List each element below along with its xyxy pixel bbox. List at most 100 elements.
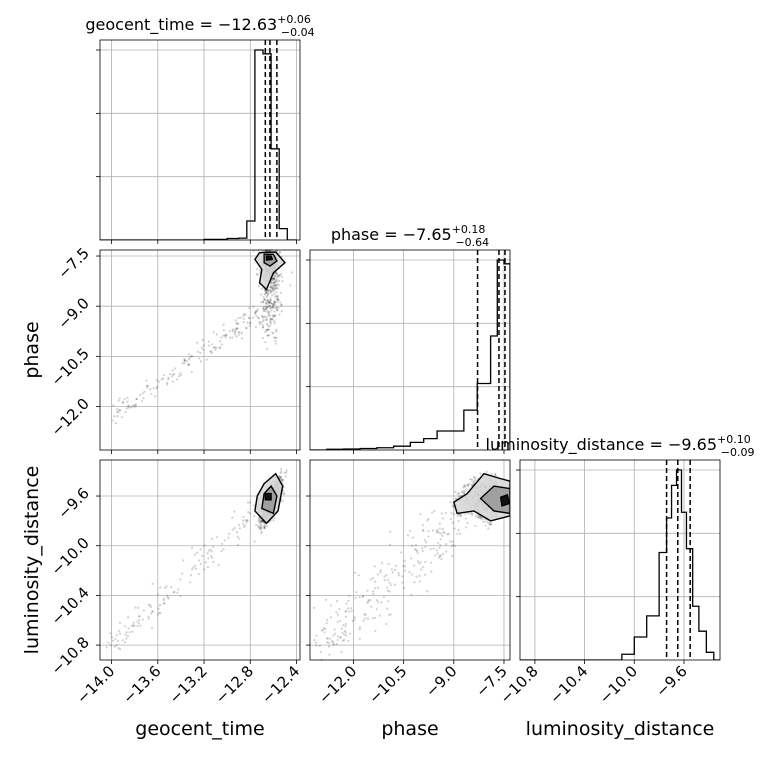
sample-point-pl-550 [458,495,461,498]
sample-point-gp-538 [275,328,278,332]
sample-point-pl-635 [459,514,462,517]
sample-point-pl-159 [471,480,474,483]
xlabel-phase: phase [381,718,438,740]
sample-point-pl-675 [343,629,347,633]
sample-point-gp-628 [266,299,269,302]
sample-point-gp-353 [236,322,239,325]
sample-point-gp-191 [170,375,174,378]
sample-point-gp-586 [119,408,122,412]
sample-point-gl-746 [260,520,263,523]
sample-point-gp-311 [260,301,263,304]
sample-point-gl-127 [131,630,134,633]
sample-point-gp-319 [245,326,248,329]
xtick-label-phase-2: −9.0 [422,662,460,700]
sample-point-gp-0 [262,305,266,308]
data-layer [100,40,720,661]
sample-point-pl-155 [441,527,444,531]
sample-point-gp-233 [270,284,273,287]
sample-point-gp-495 [238,331,241,334]
sample-point-gp-348 [235,322,238,325]
sample-point-gp-533 [207,340,210,343]
sample-point-gp-435 [256,273,259,277]
sample-point-pl-965 [459,514,463,518]
sample-point-gl-423 [235,531,239,534]
panel-frame-2-2 [519,459,721,661]
sample-point-gl-805 [127,627,130,630]
title-sub-geocent_time: −0.04 [281,26,315,39]
sample-point-gp-180 [273,300,277,303]
sample-point-gp-520 [236,327,239,330]
sample-point-gl-454 [203,544,206,547]
sample-point-gp-792 [266,328,269,331]
sample-point-pl-62 [330,640,333,643]
sample-point-gp-897 [266,293,269,296]
sample-point-gp-701 [267,305,270,308]
sample-point-gp-108 [166,381,169,385]
sample-point-gp-106 [233,333,237,336]
sample-point-gp-741 [264,292,267,295]
sample-point-pl-757 [326,637,330,640]
sample-point-gl-331 [258,527,261,530]
sample-point-gl-294 [280,479,283,482]
sample-point-gp-54 [266,334,269,337]
sample-point-pl-219 [336,638,339,642]
ylabel-luminosity_distance: luminosity_distance [21,466,43,655]
sample-point-pl-623 [380,601,383,604]
xtick-label-phase-1: −10.5 [365,662,410,707]
sample-point-gp-120 [254,310,257,313]
sample-point-pl-684 [424,545,427,548]
sample-point-gp-387 [121,401,125,405]
sample-point-pl-886 [325,621,328,625]
sample-point-gp-174 [254,325,258,329]
sample-point-gl-325 [121,639,124,642]
sample-point-gp-6 [134,403,137,406]
sample-point-gp-142 [127,404,130,407]
sample-point-gp-189 [262,318,265,322]
sample-point-pl-121 [355,591,358,594]
sample-point-pl-263 [457,528,460,532]
sample-point-gp-522 [234,330,237,333]
sample-point-gl-534 [280,476,283,479]
sample-point-gp-833 [224,334,227,337]
sample-point-gl-1042 [165,585,168,588]
sample-point-pl-717 [462,486,465,489]
sample-point-pl-538 [326,618,329,622]
sample-point-gp-782 [126,396,129,399]
sample-point-pl-397 [336,635,339,638]
sample-point-gp-685 [265,329,268,332]
sample-point-pl-228 [343,633,346,636]
sample-point-gp-471 [275,298,279,301]
sample-point-gp-156 [171,380,175,383]
sample-point-gl-615 [117,647,120,650]
sample-point-gl-431 [237,543,240,546]
sample-point-gp-814 [275,330,278,333]
sample-point-pl-279 [450,512,453,515]
sample-point-pl-866 [450,545,453,548]
sample-point-pl-365 [435,530,439,533]
sample-point-gp-863 [261,326,265,329]
sample-point-pl-879 [414,544,417,547]
sample-point-gl-502 [147,615,150,618]
sample-point-gp-428 [155,387,158,390]
sample-point-pl-765 [344,631,347,634]
sample-point-pl-813 [344,634,348,637]
sample-point-gp-403 [135,397,138,401]
sample-point-pl-253 [415,549,418,552]
sample-point-gl-93 [283,492,286,495]
sample-point-gl-790 [126,635,130,638]
sample-point-pl-676 [354,596,357,599]
sample-point-gp-389 [269,317,272,320]
sample-point-gp-230 [280,310,284,313]
sample-point-pl-699 [479,517,482,520]
sample-point-gl-225 [263,525,266,529]
sample-point-pl-245 [438,527,441,530]
sample-point-pl-309 [453,544,457,548]
sample-point-gp-502 [249,321,252,324]
sample-point-gl-267 [137,606,140,609]
sample-point-gp-251 [275,286,278,289]
sample-point-gp-258 [141,392,144,395]
sample-point-gp-431 [270,302,273,305]
sample-point-pl-537 [444,511,447,514]
sample-point-gl-329 [260,519,264,523]
sample-point-gp-15 [274,284,277,287]
